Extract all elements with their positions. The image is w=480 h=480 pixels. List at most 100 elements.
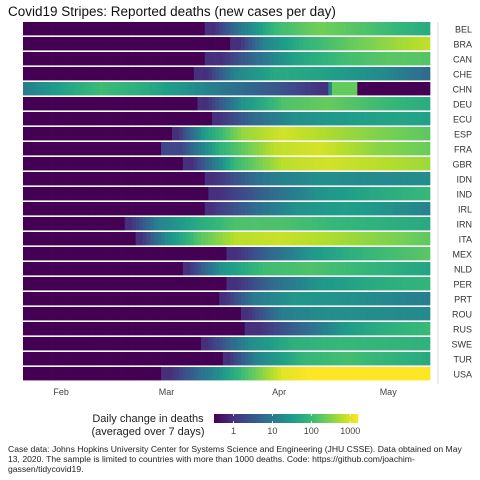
stripe-cell: [266, 127, 271, 141]
stripe-cell: [175, 352, 180, 366]
country-label-irl: IRL: [458, 205, 472, 215]
stripe-cell: [353, 307, 358, 321]
stripe-cell: [310, 337, 315, 351]
stripe-cell: [273, 247, 278, 261]
stripe-cell: [255, 322, 260, 336]
stripe-cell: [70, 217, 75, 231]
legend-title-line2: (averaged over 7 days): [91, 426, 204, 438]
stripe-cell: [157, 187, 162, 201]
stripe-cell: [310, 187, 315, 201]
stripe-cell: [88, 67, 93, 81]
stripe-cell: [117, 127, 122, 141]
stripe-cell: [284, 37, 289, 51]
stripe-cell: [397, 277, 402, 291]
stripe-cell: [375, 247, 380, 261]
stripe-cell: [371, 112, 376, 126]
stripe-cell: [66, 22, 71, 36]
stripe-cell: [33, 277, 38, 291]
stripe-cell: [175, 157, 180, 171]
stripe-cell: [193, 127, 198, 141]
stripe-cell: [135, 127, 140, 141]
stripe-cell: [211, 67, 216, 81]
stripe-cell: [77, 202, 82, 216]
stripe-cell: [371, 37, 376, 51]
stripe-cell: [426, 172, 431, 186]
stripe-cell: [211, 52, 216, 66]
stripe-cell: [33, 262, 38, 276]
stripe-cell: [55, 67, 60, 81]
legend-ticks: 1 10 100 1000: [231, 414, 360, 436]
stripe-cell: [30, 67, 35, 81]
stripe-cell: [23, 367, 27, 381]
stripe-cell: [66, 202, 71, 216]
stripe-cell: [270, 277, 275, 291]
stripe-cell: [124, 112, 129, 126]
stripe-cell: [357, 262, 362, 276]
stripe-cell: [382, 127, 387, 141]
stripe-cell: [219, 97, 224, 111]
stripe-cell: [208, 352, 213, 366]
stripe-cell: [273, 22, 278, 36]
stripe-cell: [150, 82, 155, 96]
stripe-cell: [168, 277, 173, 291]
stripe-cell: [44, 172, 49, 186]
stripe-cell: [353, 97, 358, 111]
stripe-cell: [204, 67, 209, 81]
stripe-cell: [37, 37, 42, 51]
stripe-cell: [168, 337, 173, 351]
stripe-cell: [102, 247, 107, 261]
stripe-cell: [364, 127, 369, 141]
stripe-cell: [273, 202, 278, 216]
stripe-cell: [95, 292, 100, 306]
stripe-cell: [255, 52, 260, 66]
stripe-cell: [139, 232, 144, 246]
stripe-cell: [41, 217, 46, 231]
stripe-cell: [248, 337, 253, 351]
stripe-cell: [273, 367, 278, 381]
stripe-cell: [201, 202, 206, 216]
stripe-cell: [379, 262, 384, 276]
stripe-cell: [226, 247, 231, 261]
stripe-cell: [150, 142, 155, 156]
stripe-cell: [233, 127, 238, 141]
stripe-cell: [375, 352, 380, 366]
stripe-cell: [230, 37, 235, 51]
country-label-che: CHE: [453, 70, 472, 80]
stripe-cell: [146, 97, 151, 111]
stripe-cell: [335, 217, 340, 231]
stripe-cell: [179, 97, 184, 111]
stripe-cell: [397, 307, 402, 321]
stripe-cell: [62, 202, 67, 216]
stripe-cell: [248, 82, 253, 96]
stripe-cell: [135, 322, 140, 336]
stripe-cell: [408, 187, 413, 201]
stripe-cell: [84, 247, 89, 261]
stripe-cell: [179, 52, 184, 66]
stripe-cell: [219, 262, 224, 276]
stripe-cell: [23, 292, 27, 306]
stripe-cell: [92, 112, 97, 126]
stripe-cell: [171, 217, 176, 231]
stripe-cell: [26, 292, 31, 306]
stripe-cell: [121, 217, 126, 231]
stripe-cell: [106, 22, 111, 36]
stripe-cell: [320, 187, 325, 201]
stripe-cell: [259, 142, 264, 156]
stripe-cell: [266, 97, 271, 111]
stripe-cell: [95, 82, 100, 96]
stripe-cell: [23, 112, 27, 126]
stripe-cell: [397, 352, 402, 366]
stripe-cell: [284, 217, 289, 231]
stripe-cell: [262, 337, 267, 351]
stripe-cell: [277, 337, 282, 351]
stripe-cell: [84, 67, 89, 81]
stripe-cell: [84, 127, 89, 141]
stripe-row-che: [23, 67, 431, 81]
stripe-cell: [201, 142, 206, 156]
stripe-cell: [132, 172, 136, 186]
stripe-cell: [161, 112, 166, 126]
stripe-cell: [310, 112, 315, 126]
stripe-cell: [62, 22, 67, 36]
stripe-cell: [371, 352, 376, 366]
stripe-cell: [386, 97, 391, 111]
